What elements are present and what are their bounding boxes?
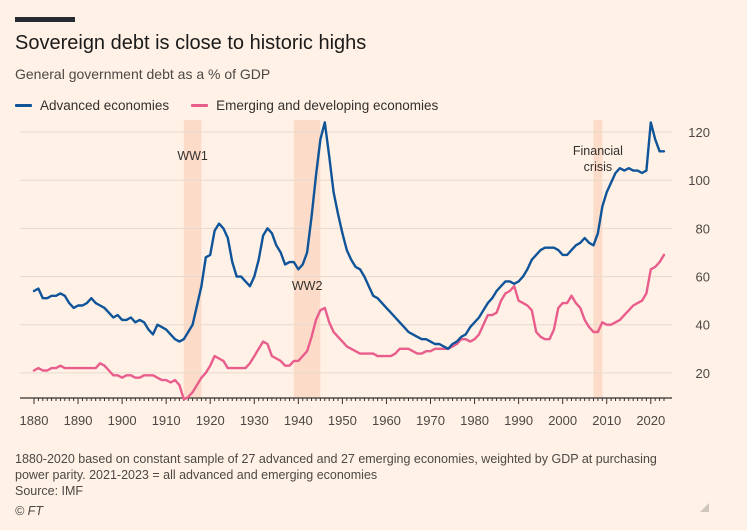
annotations: WW1 WW2 Financial crisis (177, 144, 623, 293)
ft-credit: © FT (15, 504, 43, 518)
shaded-period-1 (183, 120, 202, 397)
annotation-2: WW2 (292, 279, 323, 293)
y-tick-label: 80 (696, 221, 710, 236)
x-tick-label: 2020 (636, 413, 665, 428)
series-lines (32, 121, 666, 401)
gridlines (20, 131, 672, 374)
x-tick-label: 1900 (108, 413, 137, 428)
x-tick-label: 1950 (328, 413, 357, 428)
shaded-period-3 (593, 120, 603, 397)
y-tick-label: 20 (696, 366, 710, 381)
x-tick-label: 1970 (416, 413, 445, 428)
resize-corner-icon (700, 503, 709, 512)
y-tick-label: 100 (688, 173, 710, 188)
x-tick-label: 1930 (240, 413, 269, 428)
y-tick-label: 40 (696, 318, 710, 333)
chart-subtitle: General government debt as a % of GDP (15, 66, 271, 82)
x-tick-label: 1880 (20, 413, 49, 428)
annotation-line: Financial (573, 144, 623, 158)
legend: Advanced economies Emerging and developi… (15, 98, 438, 113)
annotation-3: Financial crisis (573, 144, 623, 174)
note-line-1: 1880-2020 based on constant sample of 27… (15, 452, 657, 466)
x-tick-label: 1980 (460, 413, 489, 428)
annotation-line: WW2 (292, 279, 323, 293)
x-tick-label: 1910 (152, 413, 181, 428)
x-tick-label: 2000 (548, 413, 577, 428)
y-tick-label: 60 (696, 270, 710, 285)
legend-item-emerging: Emerging and developing economies (191, 98, 438, 113)
annotation-line: WW1 (177, 149, 208, 163)
chart-notes: 1880-2020 based on constant sample of 27… (15, 451, 720, 499)
series-line-emerging (32, 253, 666, 401)
source-line: Source: IMF (15, 484, 84, 498)
legend-label-advanced: Advanced economies (40, 98, 170, 113)
x-tick-label: 2010 (592, 413, 621, 428)
legend-swatch-emerging (191, 104, 209, 107)
legend-swatch-advanced (15, 104, 32, 107)
chart-title: Sovereign debt is close to historic high… (15, 32, 367, 54)
x-axis: 1880 1890 1900 1910 1920 1930 1940 1950 1960 1970… (20, 397, 672, 428)
legend-label-emerging: Emerging and developing economies (216, 98, 439, 113)
legend-item-advanced: Advanced economies (15, 98, 169, 113)
y-axis-labels: 20 40 60 80 100 120 (688, 125, 710, 381)
annotation-line: crisis (584, 160, 612, 174)
y-tick-label: 120 (688, 125, 710, 140)
x-tick-label: 1940 (284, 413, 313, 428)
annotation-1: WW1 (177, 149, 208, 163)
x-tick-label: 1890 (64, 413, 93, 428)
x-tick-label: 1920 (196, 413, 225, 428)
x-tick-label: 1960 (372, 413, 401, 428)
x-tick-label: 1990 (504, 413, 533, 428)
shaded-period-2 (293, 120, 321, 397)
brand-top-bar (15, 17, 75, 22)
series-line-advanced (32, 121, 666, 350)
note-line-2: power parity. 2021-2023 = all advanced a… (15, 468, 378, 482)
